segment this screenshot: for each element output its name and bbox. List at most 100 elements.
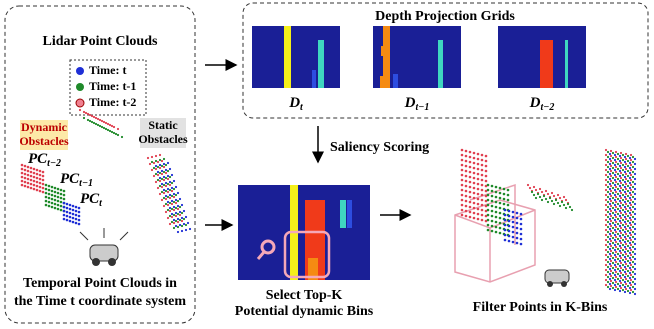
point	[617, 203, 619, 205]
point	[539, 188, 541, 190]
point	[477, 183, 480, 186]
point	[51, 186, 54, 189]
point	[565, 199, 567, 201]
point	[612, 222, 614, 224]
point	[625, 243, 627, 245]
point	[177, 205, 179, 207]
point	[72, 217, 75, 220]
point	[634, 168, 636, 170]
point	[165, 177, 167, 179]
point	[617, 173, 619, 175]
point	[87, 119, 89, 121]
point	[30, 171, 33, 174]
point	[473, 172, 476, 175]
point	[615, 266, 617, 268]
point	[539, 196, 541, 198]
point	[48, 205, 51, 208]
point	[516, 212, 519, 215]
point	[630, 264, 632, 266]
point	[612, 262, 614, 264]
point	[624, 256, 626, 258]
point	[39, 178, 42, 181]
point	[461, 174, 464, 177]
point	[617, 153, 619, 155]
point	[634, 233, 636, 235]
point	[57, 192, 60, 195]
point	[627, 165, 629, 167]
point	[481, 154, 484, 157]
point	[610, 180, 612, 182]
point	[605, 174, 607, 176]
point	[173, 219, 175, 221]
point	[625, 248, 627, 250]
point	[155, 181, 157, 183]
point	[605, 209, 607, 211]
point	[630, 184, 632, 186]
pc-label: PCt−2	[28, 151, 61, 169]
point	[625, 228, 627, 230]
point	[175, 220, 177, 222]
point	[173, 193, 175, 195]
point	[473, 212, 476, 215]
point	[609, 213, 611, 215]
point	[607, 286, 609, 288]
point	[625, 268, 627, 270]
point	[469, 196, 472, 199]
point	[632, 241, 634, 243]
point	[461, 154, 464, 157]
point	[157, 161, 159, 163]
point	[619, 175, 621, 177]
point	[630, 284, 632, 286]
point	[491, 210, 494, 213]
point	[504, 234, 507, 237]
point	[625, 258, 627, 260]
point	[632, 281, 634, 283]
point	[516, 237, 519, 240]
point	[617, 233, 619, 235]
point	[473, 167, 476, 170]
point	[72, 209, 75, 212]
point	[95, 123, 97, 125]
point	[487, 209, 490, 212]
point	[512, 241, 515, 244]
point	[609, 193, 611, 195]
point	[622, 214, 624, 216]
point	[177, 200, 179, 202]
point	[605, 214, 607, 216]
point	[54, 195, 57, 198]
point	[619, 195, 621, 197]
point	[615, 251, 617, 253]
point	[627, 205, 629, 207]
point	[629, 162, 631, 164]
point	[625, 178, 627, 180]
point	[632, 181, 634, 183]
point	[627, 265, 629, 267]
point	[627, 185, 629, 187]
point	[610, 285, 612, 287]
point	[42, 187, 45, 190]
point	[629, 167, 631, 169]
point	[175, 199, 177, 201]
point	[614, 289, 616, 291]
point	[610, 260, 612, 262]
point	[620, 257, 622, 259]
point	[630, 164, 632, 166]
point	[169, 223, 171, 225]
point	[512, 221, 515, 224]
point	[469, 186, 472, 189]
point	[54, 203, 57, 206]
point	[111, 131, 113, 133]
point	[609, 263, 611, 265]
point	[632, 236, 634, 238]
point	[487, 189, 490, 192]
point	[624, 156, 626, 158]
point	[508, 215, 511, 218]
point	[607, 276, 609, 278]
point	[78, 219, 81, 222]
point	[157, 171, 159, 173]
point	[161, 199, 163, 201]
point	[36, 181, 39, 184]
point	[612, 252, 614, 254]
point	[183, 210, 185, 212]
point	[66, 211, 69, 214]
